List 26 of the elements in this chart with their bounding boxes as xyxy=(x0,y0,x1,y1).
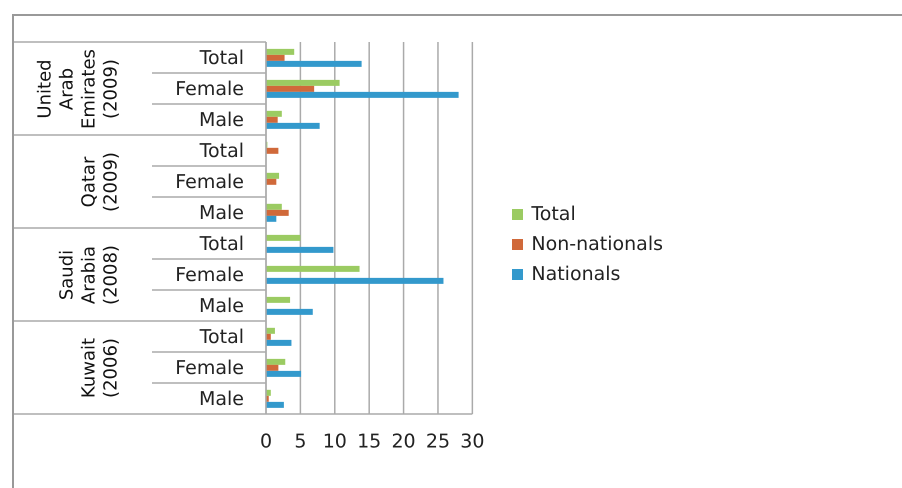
x-tick-label: 20 xyxy=(391,430,416,452)
y-tick-label: Female xyxy=(175,171,244,194)
y-tick-label: Total xyxy=(198,233,244,256)
y-tick-label: Female xyxy=(175,357,244,380)
y-tick-label: Female xyxy=(175,78,244,100)
text: Kuwait (2006) xyxy=(78,337,122,398)
y-tick-label: Total xyxy=(198,326,244,348)
text: Qatar (2009) xyxy=(78,152,122,212)
y-tick-label: Male xyxy=(198,202,244,224)
legend-label: Non-nationals xyxy=(531,233,663,255)
y-tick-label: Female xyxy=(175,264,244,286)
legend-label: Total xyxy=(531,203,576,225)
text: United Arab Emirates (2009) xyxy=(34,48,122,128)
y-tick-label: Male xyxy=(198,109,244,132)
y-tick-label: Total xyxy=(198,140,244,162)
y-tick-label: Total xyxy=(198,47,244,70)
x-tick-label: 5 xyxy=(294,430,306,452)
x-tick-label: 25 xyxy=(426,430,450,452)
legend-label: Nationals xyxy=(531,263,620,285)
y-tick-label: Male xyxy=(198,295,244,318)
text: Saudi Arabia (2008) xyxy=(56,244,122,304)
x-tick-label: 10 xyxy=(322,430,347,452)
x-tick-label: 0 xyxy=(260,430,272,452)
x-tick-label: 15 xyxy=(357,430,382,452)
y-tick-label: Male xyxy=(198,388,244,410)
x-tick-label: 30 xyxy=(460,430,484,452)
